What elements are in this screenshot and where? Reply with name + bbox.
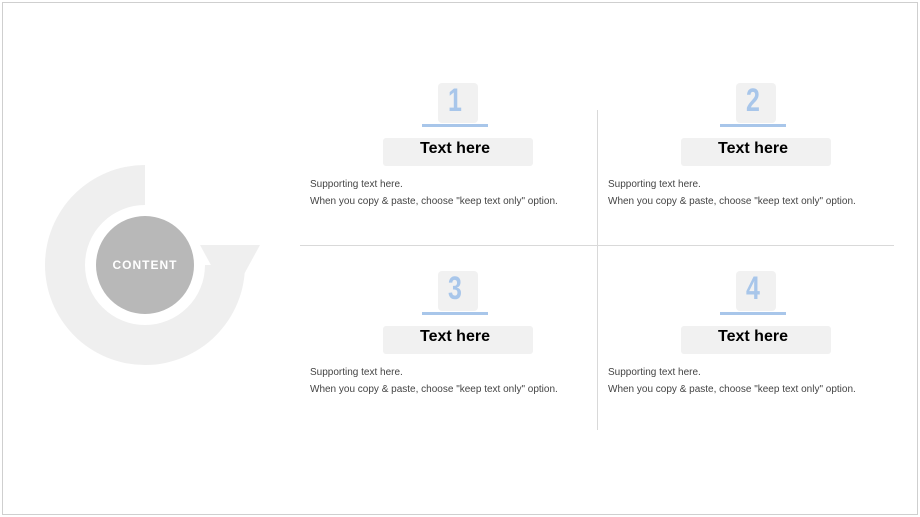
heading-badge: Text here	[678, 135, 828, 163]
number-badge: 1	[435, 80, 475, 120]
support-line-1: Supporting text here.	[310, 367, 600, 378]
left-arrow-graphic: CONTENT	[30, 150, 260, 380]
number-badge: 4	[733, 268, 773, 308]
support-line-1: Supporting text here.	[608, 367, 898, 378]
heading-badge: Text here	[678, 323, 828, 351]
quadrant-cell: 4 Text here Supporting text here. When y…	[608, 268, 898, 395]
quadrant-number: 1	[439, 80, 470, 120]
content-circle: CONTENT	[96, 216, 194, 314]
quadrant-heading: Text here	[380, 135, 530, 163]
number-underline	[422, 124, 488, 127]
heading-badge: Text here	[380, 323, 530, 351]
support-line-2: When you copy & paste, choose "keep text…	[310, 384, 600, 395]
quadrant-heading: Text here	[678, 135, 828, 163]
quadrant-number: 4	[737, 268, 768, 308]
support-line-2: When you copy & paste, choose "keep text…	[608, 196, 898, 207]
heading-badge: Text here	[380, 135, 530, 163]
quadrant-cell: 2 Text here Supporting text here. When y…	[608, 80, 898, 207]
quadrant-cell: 1 Text here Supporting text here. When y…	[310, 80, 600, 207]
quadrant-heading: Text here	[678, 323, 828, 351]
quadrant-heading: Text here	[380, 323, 530, 351]
grid-horizontal-line	[300, 245, 894, 246]
number-badge: 2	[733, 80, 773, 120]
quadrant-cell: 3 Text here Supporting text here. When y…	[310, 268, 600, 395]
number-underline	[422, 312, 488, 315]
support-line-2: When you copy & paste, choose "keep text…	[608, 384, 898, 395]
quadrant-number: 2	[737, 80, 768, 120]
number-underline	[720, 124, 786, 127]
support-line-1: Supporting text here.	[608, 179, 898, 190]
number-underline	[720, 312, 786, 315]
number-badge: 3	[435, 268, 475, 308]
support-line-1: Supporting text here.	[310, 179, 600, 190]
content-label: CONTENT	[113, 258, 178, 272]
support-line-2: When you copy & paste, choose "keep text…	[310, 196, 600, 207]
quadrant-number: 3	[439, 268, 470, 308]
